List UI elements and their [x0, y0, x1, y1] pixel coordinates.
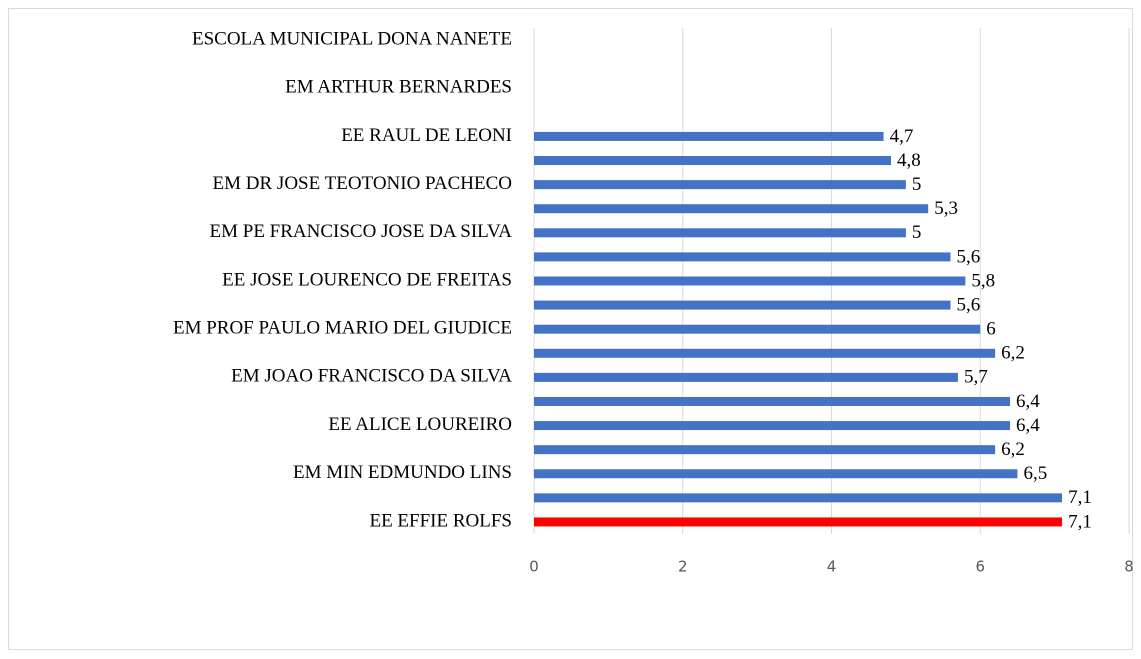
bar	[534, 517, 1063, 527]
bar	[534, 156, 891, 166]
bar	[534, 372, 958, 382]
bar	[534, 396, 1010, 406]
bar	[534, 300, 951, 310]
y-tick-label: EM PROF PAULO MARIO DEL GIUDICE	[173, 318, 512, 339]
data-label: 6,4	[1016, 415, 1040, 436]
bar	[534, 493, 1063, 503]
y-tick-label: EE ALICE LOUREIRO	[328, 414, 512, 435]
data-label: 5,3	[934, 198, 958, 219]
data-label: 6,2	[1001, 343, 1025, 364]
data-label: 5	[912, 174, 922, 195]
bar	[534, 276, 966, 286]
data-label: 5,8	[971, 270, 995, 291]
data-label: 5,6	[957, 294, 981, 315]
data-label: 4,8	[897, 150, 921, 171]
y-tick-label: EM ARTHUR BERNARDES	[285, 77, 512, 98]
bar	[534, 421, 1010, 431]
data-label: 6	[986, 319, 996, 340]
data-label: 6,2	[1001, 439, 1025, 460]
bar	[534, 252, 951, 262]
data-label: 5,7	[964, 367, 988, 388]
x-tick-label: 4	[827, 558, 837, 576]
x-tick-label: 0	[529, 558, 539, 576]
y-tick-label: EM JOAO FRANCISCO DA SILVA	[231, 366, 512, 387]
bar	[534, 348, 996, 358]
data-label: 5	[912, 222, 922, 243]
x-tick-label: 8	[1124, 558, 1134, 576]
y-tick-label: EE JOSE LOURENCO DE FREITAS	[222, 269, 512, 290]
data-label: 4,7	[890, 126, 914, 147]
bar	[534, 228, 906, 238]
bar	[534, 204, 929, 214]
y-tick-label: EM DR JOSE TEOTONIO PACHECO	[213, 173, 512, 194]
data-label: 7,1	[1068, 511, 1092, 532]
data-label: 5,6	[957, 246, 981, 267]
bar	[534, 131, 884, 141]
data-label: 6,5	[1023, 463, 1047, 484]
bar	[534, 445, 996, 455]
data-label: 7,1	[1068, 487, 1092, 508]
y-tick-label: EM MIN EDMUNDO LINS	[293, 462, 512, 483]
bar	[534, 469, 1018, 479]
bar	[534, 180, 906, 190]
y-tick-label: EE EFFIE ROLFS	[369, 510, 512, 531]
data-label: 6,4	[1016, 391, 1040, 412]
bar	[534, 324, 981, 334]
y-tick-label: ESCOLA MUNICIPAL DONA NANETE	[192, 28, 512, 49]
x-tick-label: 6	[975, 558, 985, 576]
x-tick-label: 2	[678, 558, 688, 576]
y-tick-label: EE RAUL DE LEONI	[341, 125, 512, 146]
y-tick-label: EM PE FRANCISCO JOSE DA SILVA	[210, 221, 513, 242]
